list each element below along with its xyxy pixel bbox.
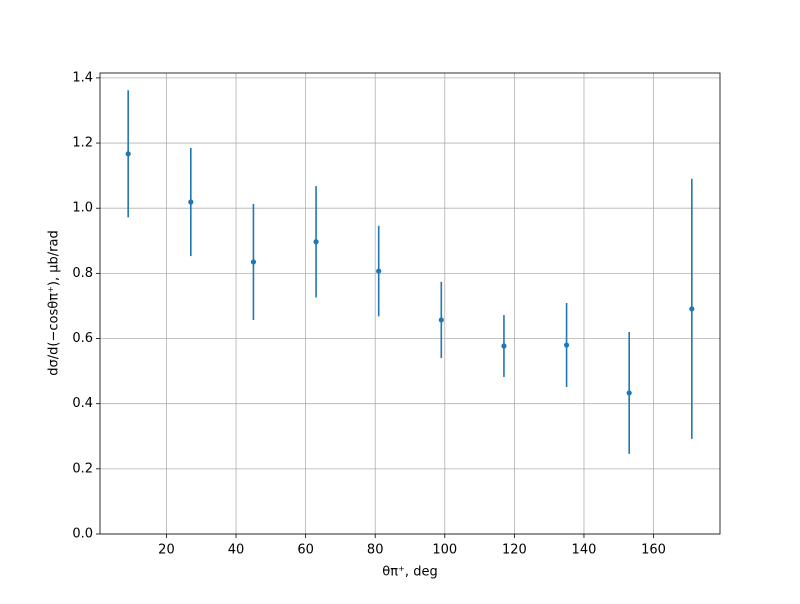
y-tick-label: 1.2	[72, 136, 93, 151]
x-tick-label: 140	[572, 543, 597, 558]
x-tick-label: 40	[228, 543, 245, 558]
axes-frame	[99, 72, 721, 535]
data-point	[376, 268, 382, 274]
y-tick-label: 1.4	[72, 70, 93, 85]
x-tick-label: 120	[502, 543, 527, 558]
data-point	[563, 342, 570, 348]
x-axis-label: θπ⁺, deg	[382, 565, 437, 580]
y-tick-label: 0.6	[72, 331, 93, 346]
marks	[125, 90, 695, 454]
y-tick-label: 1.0	[72, 201, 93, 216]
data-point	[626, 390, 632, 396]
y-tick-label: 0.2	[72, 461, 93, 476]
y-tick-label: 0.4	[72, 396, 93, 411]
y-tick-label: 0.0	[72, 527, 93, 542]
data-point	[438, 317, 444, 323]
data-point	[501, 343, 507, 349]
data-point	[689, 306, 695, 312]
x-tick-label: 160	[641, 543, 666, 558]
grid	[100, 73, 720, 535]
x-tick-label: 20	[158, 543, 175, 558]
y-tick-label: 0.8	[72, 266, 93, 281]
x-tick-label: 80	[367, 543, 384, 558]
x-tick-label: 100	[432, 543, 457, 558]
data-point	[250, 259, 257, 265]
data-point	[188, 199, 194, 205]
data-point	[125, 151, 131, 157]
x-tick-label: 60	[297, 543, 314, 558]
y-axis-label: dσ/d(−cosθπ⁺), μb/rad	[47, 230, 62, 375]
data-point	[313, 239, 319, 245]
